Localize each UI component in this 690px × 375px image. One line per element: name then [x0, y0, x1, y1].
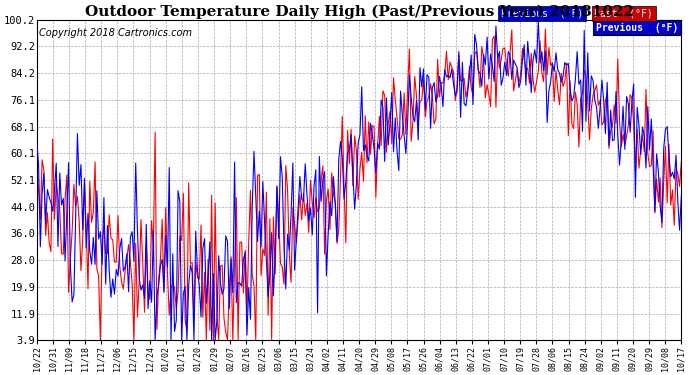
Title: Outdoor Temperature Daily High (Past/Previous Year) 20181022: Outdoor Temperature Daily High (Past/Pre… [85, 4, 633, 18]
Text: Previous  (°F): Previous (°F) [501, 8, 583, 18]
Text: Previous  (°F): Previous (°F) [596, 22, 678, 33]
Text: Copyright 2018 Cartronics.com: Copyright 2018 Cartronics.com [39, 28, 192, 38]
Text: Past  (°F): Past (°F) [594, 8, 653, 18]
